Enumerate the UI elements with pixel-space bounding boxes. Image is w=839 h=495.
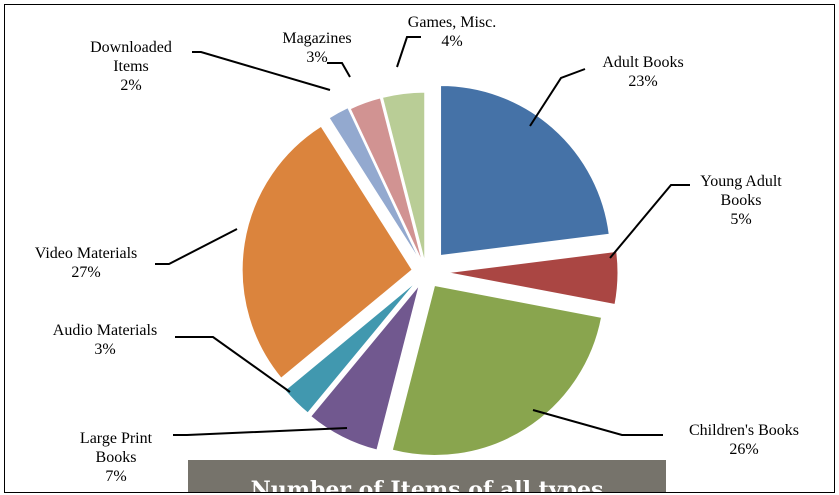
data-label-line: 27% xyxy=(71,264,100,281)
data-label-line: Magazines xyxy=(282,30,351,47)
data-label-line: 26% xyxy=(729,441,758,458)
data-label-line: Books xyxy=(96,449,137,466)
data-label-7: Magazines 3% xyxy=(282,30,351,66)
leader-line-7 xyxy=(327,62,351,78)
leader-line-0 xyxy=(529,68,586,127)
pie-slice-magazines xyxy=(349,97,424,263)
data-label-line: Adult Books xyxy=(602,54,683,71)
pie-slice-adult-books xyxy=(440,84,610,257)
data-label-line: Large Print xyxy=(80,430,153,447)
data-label-8: Games, Misc. 4% xyxy=(408,14,496,50)
leader-line-1 xyxy=(609,184,690,259)
data-label-line: Young Adult xyxy=(700,173,782,190)
pie-slice-audio-materials xyxy=(284,281,417,414)
chart-title-box: Number of Items of all types xyxy=(188,460,666,493)
leader-line-6 xyxy=(192,51,331,91)
data-label-0: Adult Books 23% xyxy=(602,54,683,90)
data-label-line: 5% xyxy=(730,211,751,228)
chart-frame: Adult Books 23% Young Adult Books 5% Children… xyxy=(4,4,835,493)
data-label-line: Books xyxy=(721,192,762,209)
leader-line-3 xyxy=(173,427,348,436)
leader-line-5 xyxy=(155,228,238,265)
leader-line-8 xyxy=(396,36,421,68)
chart-title: Number of Items of all types xyxy=(250,477,604,493)
data-label-6: Downloaded Items 2% xyxy=(90,39,172,94)
leader-line-2 xyxy=(532,409,663,436)
data-label-3: Large Print Books 7% xyxy=(80,430,153,485)
pie-slice-large-print-books xyxy=(310,285,420,451)
data-label-line: Games, Misc. xyxy=(408,14,496,31)
data-label-line: 3% xyxy=(306,49,327,66)
pie-slice-downloaded-items xyxy=(328,106,421,262)
data-label-line: 3% xyxy=(94,341,115,358)
pie-chart: Adult Books 23% Young Adult Books 5% Children… xyxy=(35,14,799,485)
pie-slice-games-misc xyxy=(381,91,426,263)
data-label-2: Children's Books 26% xyxy=(689,422,799,458)
pie-slice-video-materials xyxy=(241,125,413,379)
data-label-line: Items xyxy=(113,58,149,75)
leader-line-4 xyxy=(175,336,291,393)
data-label-1: Young Adult Books 5% xyxy=(700,173,782,228)
data-label-line: 4% xyxy=(441,33,462,50)
data-label-line: Audio Materials xyxy=(53,322,157,339)
data-label-4: Audio Materials 3% xyxy=(53,322,157,358)
data-label-line: Downloaded xyxy=(90,39,172,56)
data-label-5: Video Materials 27% xyxy=(35,245,138,281)
data-label-line: 2% xyxy=(120,77,141,94)
pie-slice-children-s-books xyxy=(391,284,603,457)
data-label-line: 7% xyxy=(105,468,126,485)
data-label-line: Video Materials xyxy=(35,245,138,262)
data-label-line: 23% xyxy=(628,73,657,90)
data-label-line: Children's Books xyxy=(689,422,799,439)
